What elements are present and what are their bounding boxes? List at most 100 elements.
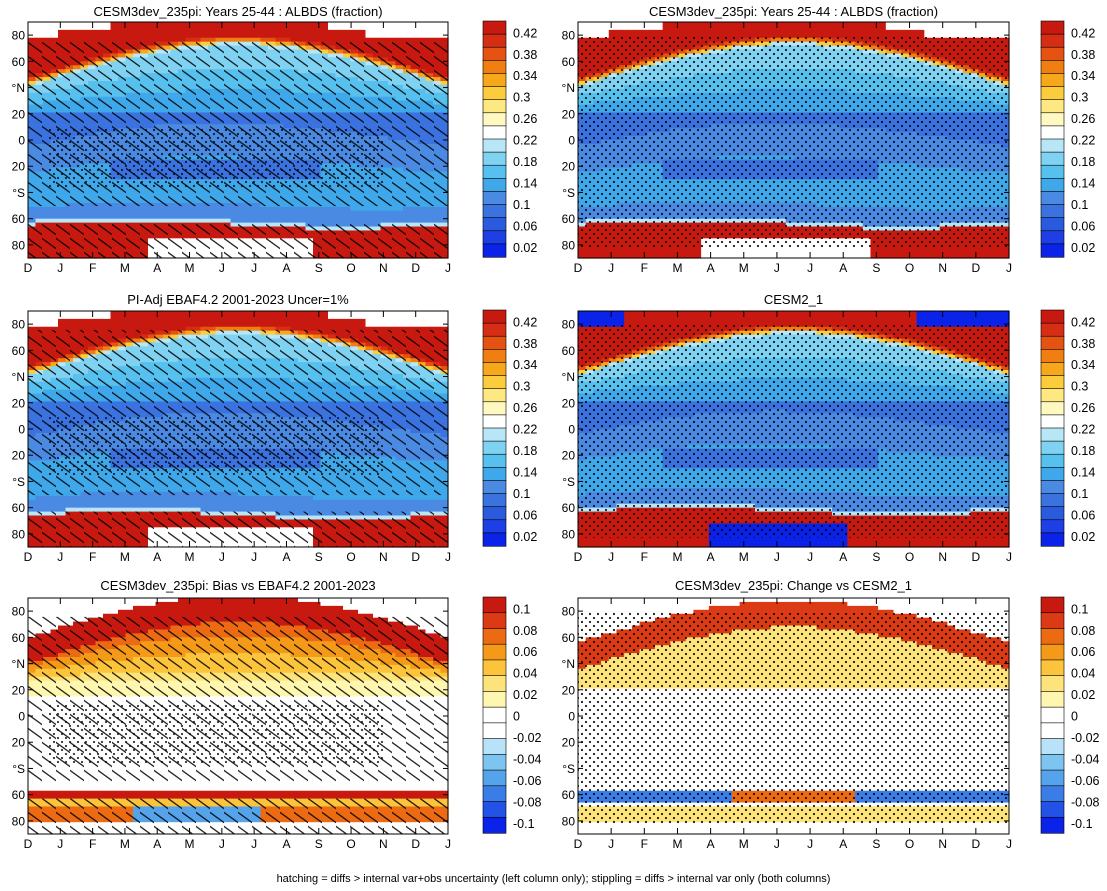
heatmap-cell	[578, 22, 587, 27]
heatmap-cell	[185, 206, 194, 212]
heatmap-cell	[275, 210, 284, 216]
heatmap-cell	[133, 22, 142, 27]
heatmap-cell	[88, 22, 97, 27]
heatmap-cell	[283, 37, 292, 43]
heatmap-cell	[608, 22, 618, 27]
heatmap-cell	[95, 37, 104, 43]
heatmap-cell	[320, 214, 329, 220]
heatmap-cell	[433, 206, 442, 212]
heatmap-cell	[215, 22, 224, 27]
colorbar-label: 0.26	[513, 112, 537, 126]
heatmap-cell	[601, 29, 610, 35]
heatmap-cell	[133, 214, 142, 220]
colorbar-swatch	[482, 125, 507, 140]
heatmap-cell	[178, 33, 187, 39]
heatmap-cell	[223, 22, 232, 27]
heatmap-cell	[440, 29, 449, 35]
heatmap-cell	[118, 22, 127, 27]
heatmap-cell	[373, 206, 382, 212]
heatmap-cell	[365, 33, 374, 39]
heatmap-cell	[380, 214, 389, 220]
heatmap-cell	[43, 37, 52, 43]
heatmap-cell	[335, 206, 344, 212]
heatmap-cell	[223, 206, 232, 212]
heatmap-cell	[178, 218, 187, 224]
heatmap-cell	[230, 29, 239, 35]
heatmap-cell	[73, 218, 82, 224]
heatmap-cell	[223, 214, 232, 220]
heatmap-cell	[275, 218, 284, 224]
y-tick-label: 20	[12, 107, 26, 121]
heatmap-cell	[328, 25, 337, 31]
heatmap-cell	[88, 25, 97, 31]
heatmap-cell	[395, 29, 404, 35]
heatmap-cell	[65, 206, 74, 212]
heatmap-cell	[103, 25, 112, 31]
heatmap-cell	[103, 218, 112, 224]
heatmap-cell	[58, 214, 67, 220]
heatmap-cell	[73, 33, 82, 39]
heatmap-cell	[440, 218, 449, 224]
x-tick-label: O	[346, 261, 355, 275]
heatmap-cell	[410, 214, 419, 220]
heatmap-cell	[283, 29, 292, 35]
heatmap-cell	[230, 25, 239, 31]
heatmap-cell	[208, 37, 217, 43]
heatmap-cell	[662, 25, 671, 31]
heatmap-cell	[350, 33, 359, 39]
heatmap-cell	[208, 33, 217, 39]
heatmap-cell	[95, 218, 104, 224]
heatmap-cell	[170, 25, 179, 31]
heatmap-cell	[747, 25, 756, 31]
heatmap-cell	[230, 206, 239, 212]
heatmap-cell	[693, 250, 702, 255]
colorbar-swatch	[482, 151, 507, 166]
heatmap-cell	[358, 29, 367, 35]
heatmap-cell	[208, 218, 217, 224]
heatmap-cell	[365, 218, 374, 224]
heatmap-cell	[178, 25, 187, 31]
heatmap-cell	[380, 37, 389, 43]
heatmap-cell	[185, 33, 194, 39]
heatmap-cell	[425, 29, 434, 35]
heatmap-cell	[708, 22, 718, 27]
heatmap-cell	[103, 206, 112, 212]
heatmap-cell	[747, 22, 756, 27]
heatmap-cell	[148, 22, 157, 27]
heatmap-cell	[305, 22, 314, 27]
heatmap-cell	[593, 22, 602, 27]
heatmap-cell	[365, 37, 374, 43]
heatmap-cell	[80, 33, 89, 39]
heatmap-cell	[380, 29, 389, 35]
heatmap-cell	[43, 210, 52, 216]
panel-title: CESM3dev_235pi: Years 25-44 : ALBDS (fra…	[649, 4, 938, 19]
heatmap-cell	[350, 37, 359, 43]
heatmap-cell	[148, 25, 157, 31]
heatmap-cell	[778, 29, 787, 35]
heatmap-cell	[724, 22, 733, 27]
heatmap-cell	[701, 250, 710, 255]
heatmap-cell	[685, 22, 695, 27]
heatmap-cell	[163, 214, 172, 220]
panel-2: CESM3dev_235pi: Years 25-44 : ALBDS (fra…	[562, 4, 1096, 275]
heatmap-cell	[28, 37, 37, 43]
heatmap-cell	[410, 25, 419, 31]
heatmap-cell	[223, 210, 232, 216]
heatmap-cell	[125, 206, 134, 212]
colorbar-label: 0.06	[513, 219, 537, 233]
heatmap-cell	[148, 210, 157, 216]
heatmap-cell	[238, 210, 247, 216]
heatmap-cell	[343, 214, 352, 220]
heatmap-cell	[343, 218, 352, 224]
heatmap-cell	[268, 214, 277, 220]
heatmap-cell	[193, 25, 202, 31]
heatmap-cell	[410, 206, 419, 212]
heatmap-cell	[275, 25, 284, 31]
colorbar-label: 0.22	[513, 134, 537, 148]
heatmap-cell	[125, 214, 134, 220]
heatmap-cell	[230, 33, 239, 39]
heatmap-cell	[170, 218, 179, 224]
heatmap-cell	[693, 25, 702, 31]
heatmap-cell	[28, 29, 37, 35]
heatmap-cell	[163, 29, 172, 35]
